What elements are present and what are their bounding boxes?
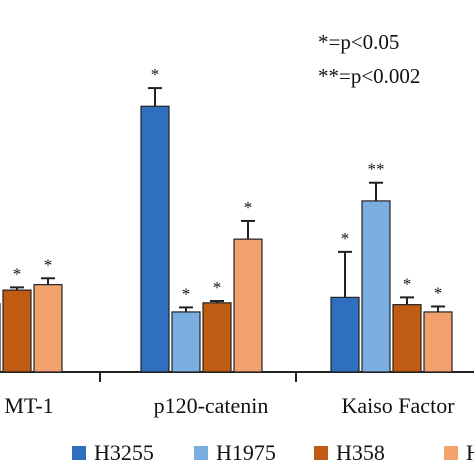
bars [0,87,453,373]
star-p120-catenin-h358: * [213,278,222,297]
bar-kaiso-factor-h3255 [330,296,360,373]
bar-p120-catenin-h3255 [140,105,170,373]
legend: H3255 H1975 H358 H23 [72,440,474,465]
category-label-p120-catenin: p120-catenin [154,393,269,418]
star-kaiso-factor-h23: * [434,283,443,302]
sig-note-1: *=p<0.05 [318,30,399,54]
bar-kaiso-factor-h358 [392,304,422,373]
bar-mt-1-h23 [33,284,63,373]
significance-notes: *=p<0.05 **=p<0.002 [318,30,420,88]
legend-label-h3255: H3255 [94,440,154,465]
star-p120-catenin-h1975: * [182,284,191,303]
sig-note-2: **=p<0.002 [318,64,420,88]
legend-swatch-h358 [314,446,328,460]
x-axis [0,371,474,382]
star-mt-1-h358: * [13,264,22,283]
significance-stars: ************ [13,65,443,303]
legend-swatch-h3255 [72,446,86,460]
bar-p120-catenin-h1975 [171,311,201,373]
bar-kaiso-factor-h23 [423,311,453,373]
bar-p120-catenin-h23 [233,238,263,373]
category-label-kaiso-factor: Kaiso Factor [341,393,455,418]
star-kaiso-factor-h358: * [403,274,412,293]
legend-swatch-h1975 [194,446,208,460]
star-kaiso-factor-h1975: ** [368,160,385,179]
legend-label-h1975: H1975 [216,440,276,465]
star-kaiso-factor-h3255: * [341,229,350,248]
bar-mt-1-h358 [2,289,32,373]
category-label-mt-1: MT-1 [4,393,53,418]
legend-label-h23: H23 [466,440,474,465]
star-mt-1-h23: * [44,255,53,274]
legend-label-h358: H358 [336,440,385,465]
star-p120-catenin-h3255: * [151,65,160,84]
category-labels: MT-1 p120-catenin Kaiso Factor [4,393,455,418]
star-p120-catenin-h23: * [244,198,253,217]
legend-swatch-h23 [444,446,458,460]
bar-p120-catenin-h358 [202,302,232,373]
bar-kaiso-factor-h1975 [361,200,391,373]
